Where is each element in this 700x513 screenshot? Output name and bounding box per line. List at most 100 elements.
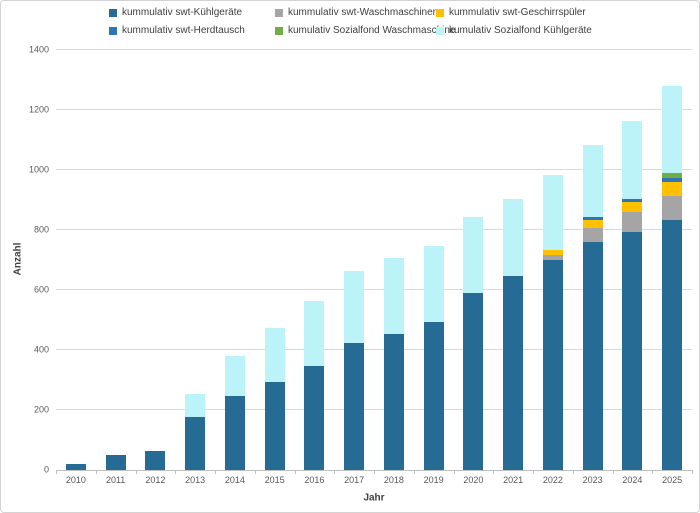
bar-2020: [454, 50, 494, 470]
segment-swt-kuehlgeraete-2023: [582, 242, 603, 470]
segment-swt-kuehlgeraete-2025: [662, 220, 683, 470]
segment-sozialfond-kuehlgeraete-2022: [542, 174, 563, 251]
x-tick-mark-1: [95, 470, 97, 474]
y-tick-1000: 1000: [28, 164, 49, 175]
x-tick-2019: 2019: [423, 475, 444, 485]
y-tick-600: 600: [33, 284, 49, 295]
gridline-200: [56, 409, 692, 410]
segment-sozialfond-kuehlgeraete-2018: [383, 257, 404, 334]
x-tick-mark-8: [374, 470, 375, 474]
chart-legend: kummulativ swt-Kühlgeräte kummulativ swt-…: [109, 7, 592, 36]
y-tick-200: 200: [33, 404, 49, 415]
segment-swt-kuehlgeraete-2020: [463, 293, 484, 470]
segment-swt-kuehlgeraete-2022: [542, 260, 563, 470]
bar-2010: [56, 50, 96, 470]
segment-sozialfond-kuehlgeraete-2023: [582, 144, 603, 218]
segment-swt-kuehlgeraete-2016: [304, 365, 325, 470]
bar-2023: [573, 50, 613, 470]
segment-swt-waschmaschinen-2024: [622, 212, 643, 232]
segment-swt-kuehlgeraete-2024: [622, 231, 643, 470]
segment-swt-herdtausch-2024: [622, 199, 643, 203]
y-axis-tick-labels: 0 200 400 600 800 1000 1200 1400: [1, 45, 49, 474]
y-tick-1200: 1200: [28, 104, 49, 115]
bar-2015: [255, 50, 295, 470]
x-tick-mark-16: [692, 470, 693, 474]
bar-2021: [493, 50, 533, 470]
legend-label-sozialfond-waschmaschine: kumulativ Sozialfond Waschmaschine: [288, 25, 456, 36]
x-tick-2015: 2015: [264, 475, 285, 485]
legend-label-swt-geschirrspueler: kummulativ swt-Geschirrspüler: [449, 7, 586, 18]
legend-label-swt-waschmaschinen: kummulativ swt-Waschmaschinen: [288, 7, 439, 18]
gridline-800: [56, 229, 692, 230]
legend-item-sozialfond-kuehlgeraete: kumulativ Sozialfond Kühlgeräte: [436, 25, 592, 36]
x-tick-2011: 2011: [105, 475, 126, 485]
segment-swt-kuehlgeraete-2018: [383, 333, 404, 470]
segment-swt-waschmaschinen-2022: [542, 255, 563, 260]
x-tick-2023: 2023: [582, 475, 603, 485]
x-axis-tick-labels: 2010 2011 2012 2013 2014 2015 2016 2017 2018 2019…: [56, 476, 692, 485]
segment-sozialfond-kuehlgeraete-2019: [423, 245, 444, 322]
segment-swt-kuehlgeraete-2013: [185, 416, 206, 470]
segment-swt-kuehlgeraete-2021: [503, 275, 524, 470]
gridline-1200: [56, 109, 692, 110]
x-tick-mark-9: [413, 470, 415, 474]
segment-sozialfond-kuehlgeraete-2020: [463, 216, 484, 293]
x-tick-mark-12: [533, 470, 534, 474]
x-tick-mark-6: [294, 470, 296, 474]
x-tick-mark-14: [612, 470, 614, 474]
segment-sozialfond-kuehlgeraete-2014: [224, 356, 245, 396]
bar-2016: [295, 50, 335, 470]
segment-swt-kuehlgeraete-2017: [344, 343, 365, 470]
gridline-400: [56, 349, 692, 350]
segment-sozialfond-kuehlgeraete-2024: [622, 120, 643, 200]
x-tick-2022: 2022: [542, 475, 563, 485]
x-tick-mark-10: [453, 470, 455, 474]
legend-item-swt-geschirrspueler: kummulativ swt-Geschirrspüler: [436, 7, 592, 18]
legend-swatch-swt-kuehlgeraete: [109, 8, 117, 17]
bars-container: [56, 50, 692, 470]
x-tick-2010: 2010: [65, 475, 86, 485]
bar-2012: [136, 50, 176, 470]
bar-2013: [175, 50, 215, 470]
segment-swt-kuehlgeraete-2011: [105, 455, 126, 470]
segment-swt-geschirrspueler-2024: [622, 202, 643, 212]
y-tick-800: 800: [33, 224, 49, 235]
bar-2018: [374, 50, 414, 470]
segment-swt-geschirrspueler-2022: [542, 250, 563, 256]
legend-swatch-sozialfond-kuehlgeraete: [436, 26, 444, 35]
legend-label-swt-kuehlgeraete: kummulativ swt-Kühlgeräte: [122, 7, 243, 18]
bar-2025: [652, 50, 692, 470]
segment-swt-waschmaschinen-2023: [582, 227, 603, 242]
bar-2024: [613, 50, 653, 470]
y-tick-1400: 1400: [28, 44, 49, 55]
segment-sozialfond-kuehlgeraete-2016: [304, 300, 325, 366]
x-tick-mark-15: [652, 470, 654, 474]
legend-label-sozialfond-kuehlgeraete: kumulativ Sozialfond Kühlgeräte: [449, 25, 592, 36]
x-tick-2018: 2018: [383, 475, 404, 485]
segment-swt-kuehlgeraete-2012: [145, 450, 166, 470]
bar-2014: [215, 50, 255, 470]
x-tick-mark-0: [56, 470, 57, 474]
legend-swatch-swt-herdtausch: [109, 26, 117, 35]
legend-swatch-swt-waschmaschinen: [275, 8, 283, 17]
bar-2022: [533, 50, 573, 470]
segment-swt-kuehlgeraete-2015: [264, 381, 285, 470]
x-tick-2016: 2016: [304, 475, 325, 485]
x-tick-2024: 2024: [622, 475, 643, 485]
x-axis-title: Jahr: [363, 492, 385, 504]
segment-swt-herdtausch-2025: [662, 178, 683, 183]
x-tick-2017: 2017: [344, 475, 365, 485]
x-tick-mark-7: [334, 470, 336, 474]
legend-swatch-swt-geschirrspueler: [436, 8, 444, 17]
segment-swt-kuehlgeraete-2014: [224, 395, 245, 470]
x-tick-mark-13: [572, 470, 574, 474]
x-tick-2021: 2021: [503, 475, 524, 485]
segment-sozialfond-kuehlgeraete-2015: [264, 327, 285, 382]
gridline-1400: [56, 49, 692, 50]
segment-swt-kuehlgeraete-2019: [423, 321, 444, 470]
x-tick-mark-5: [254, 470, 256, 474]
x-tick-2014: 2014: [224, 475, 245, 485]
x-tick-2025: 2025: [662, 475, 683, 485]
bar-2019: [414, 50, 454, 470]
